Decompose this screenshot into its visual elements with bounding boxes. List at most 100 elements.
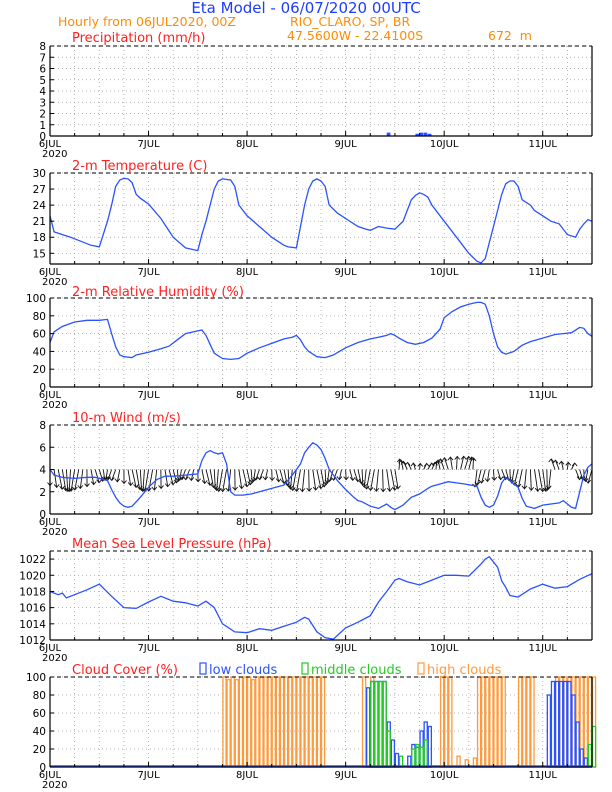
high-cloud-bar	[300, 676, 305, 768]
high-cloud-bar	[304, 676, 309, 768]
high-cloud-bar	[296, 676, 301, 768]
wind-arrow	[472, 457, 474, 470]
panel-title-precip: Precipitation (mm/h)	[72, 31, 205, 46]
wind-arrow-head	[293, 487, 300, 492]
chart-location: RIO_CLARO, SP, BR	[290, 14, 411, 29]
y-tick-label: 0	[39, 762, 46, 774]
wind-arrow	[57, 469, 63, 490]
y-tick-label: 1016	[19, 603, 46, 615]
x-tick-label: 10JUL	[430, 770, 459, 781]
wind-arrow	[468, 456, 473, 470]
low-cloud-bar	[563, 680, 568, 768]
wind-arrow	[481, 469, 486, 484]
wind-arrow	[131, 469, 137, 488]
high-cloud-bar	[489, 676, 494, 768]
high-cloud-bar	[283, 676, 289, 768]
wind-arrow-head	[478, 479, 485, 484]
x-tick-label-year: 2020	[42, 527, 67, 538]
wind-arrow-head	[410, 462, 417, 467]
wind-arrow	[246, 469, 251, 485]
x-tick-label: 6JUL	[39, 517, 62, 528]
wind-arrow-head	[521, 485, 528, 490]
wind-arrow-head	[552, 459, 559, 464]
wind-arrow	[148, 469, 154, 492]
high-cloud-bar	[275, 676, 281, 768]
x-tick-label: 10JUL	[430, 267, 459, 278]
high-cloud-bar	[259, 676, 264, 768]
y-tick-label: 100	[26, 672, 46, 684]
high-cloud-bar	[308, 676, 313, 768]
high-cloud-bar	[361, 676, 367, 768]
y-tick-label: 15	[33, 248, 46, 260]
y-tick-label: 0	[39, 131, 46, 143]
high-cloud-bar	[501, 676, 506, 768]
wind-arrow	[216, 469, 219, 491]
x-tick-label: 8JUL	[236, 770, 259, 781]
wind-arrow	[366, 469, 371, 490]
x-tick-label: 10JUL	[430, 390, 459, 401]
precip-bar	[386, 132, 391, 136]
precip-bar	[419, 132, 424, 136]
wind-arrow	[168, 469, 174, 485]
low-cloud-bar	[567, 680, 572, 768]
panel-title-cloud: Cloud Cover (%)	[72, 663, 178, 678]
x-tick-label: 9JUL	[335, 267, 358, 278]
wind-arrow-head	[201, 480, 208, 485]
wind-arrow-head	[158, 485, 164, 490]
wind-arrow	[361, 469, 364, 486]
y-tick-label: 6	[39, 64, 46, 76]
wind-arrow	[139, 469, 142, 491]
y-tick-label: 60	[33, 708, 46, 720]
wind-arrow	[566, 462, 569, 470]
wind-arrow-head	[213, 487, 220, 492]
wind-arrow	[363, 469, 367, 488]
wind-arrow-head	[491, 476, 498, 481]
x-tick-label: 6JUL	[39, 770, 62, 781]
high-cloud-bar	[517, 676, 523, 768]
rh-series-line	[49, 301, 593, 361]
wind-arrow-head	[373, 487, 380, 492]
wind-arrow	[324, 469, 327, 485]
wind-arrow-head	[355, 478, 361, 483]
high-cloud-bar	[497, 676, 502, 768]
x-tick-label: 11JUL	[528, 267, 557, 278]
wind-arrow-head	[484, 478, 491, 483]
panel-title-mslp: Mean Sea Level Pressure (hPa)	[72, 537, 272, 552]
y-tick-label: 2	[39, 109, 46, 121]
wind-arrow-head	[262, 476, 269, 481]
wind-arrow	[201, 469, 206, 484]
legend-swatch-low	[199, 662, 207, 675]
wind-arrow	[476, 469, 482, 486]
x-tick-label-year: 2020	[42, 653, 67, 664]
middle-cloud-bar	[378, 680, 383, 768]
x-tick-label: 8JUL	[236, 517, 259, 528]
x-tick-label-year: 2020	[42, 400, 67, 411]
wind-arrow	[474, 469, 478, 487]
wind-arrow	[65, 469, 69, 492]
y-tick-label: 0	[39, 509, 46, 521]
high-cloud-bar	[480, 676, 486, 768]
high-cloud-bar	[444, 676, 449, 768]
wind-arrow-head	[164, 483, 171, 488]
wind-arrow	[587, 469, 593, 484]
x-tick-label: 7JUL	[137, 643, 160, 654]
wind-arrow	[301, 469, 306, 492]
wind-arrow-head	[528, 486, 535, 491]
x-tick-label: 10JUL	[430, 643, 459, 654]
wind-arrow	[296, 469, 301, 492]
x-tick-label: 6JUL	[39, 643, 62, 654]
wind-arrow-head	[281, 480, 287, 485]
low-cloud-bar	[427, 725, 433, 768]
temp-series-line	[49, 177, 593, 264]
y-tick-label: 21	[33, 216, 46, 228]
wind-arrow	[486, 469, 490, 482]
wind-arrow-head	[170, 481, 176, 486]
high-cloud-bar	[288, 676, 293, 768]
high-cloud-bar	[583, 676, 589, 768]
y-tick-label: 40	[33, 346, 46, 358]
low-cloud-bar	[554, 680, 560, 768]
high-cloud-bar	[263, 676, 268, 768]
wind-arrow-head	[400, 460, 407, 465]
wind-arrow-head	[391, 486, 398, 491]
panel-cloud: 0 20 40 60 80 100 6JUL2020 7JUL 8JUL 9JUL 10JUL 11J…	[26, 662, 597, 791]
